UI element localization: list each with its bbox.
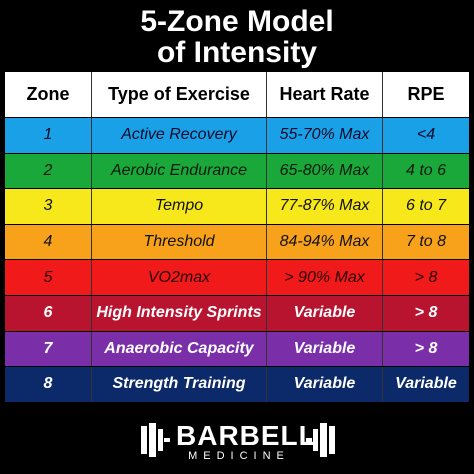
heart-rate-cell: Variable [266,331,382,367]
exercise-cell: Aerobic Endurance [91,153,266,189]
header-rpe: RPE [382,72,469,117]
exercise-cell: Strength Training [91,367,266,402]
table-row: 6 High Intensity Sprints Variable > 8 [5,294,469,331]
exercise-cell: VO2max [91,260,266,295]
exercise-cell: Anaerobic Capacity [91,331,266,367]
barbell-icon-right [306,423,335,457]
title-line-2: of Intensity [156,36,317,69]
table-row: 7 Anaerobic Capacity Variable > 8 [5,330,469,367]
heart-rate-cell: > 90% Max [266,260,382,295]
barbell-icon [141,423,170,457]
zone-cell: 4 [43,233,53,251]
table-row: 3 Tempo 77-87% Max 6 to 7 [5,188,469,224]
heart-rate-cell: 65-80% Max [266,153,382,189]
heart-rate-cell: Variable [266,295,382,331]
heart-rate-cell: 55-70% Max [266,118,382,153]
zone-cell: 6 [43,304,53,322]
zone-table: Zone Type of Exercise Heart Rate RPE 1 Ac… [5,72,469,402]
exercise-cell: High Intensity Sprints [91,295,266,331]
page-title: 5-Zone Model of Intensity [0,6,474,68]
table-body: 1 Active Recovery 55-70% Max <4 2 Aerobic End… [5,117,469,402]
zone-cell: 1 [43,126,53,144]
zone-cell: 2 [43,161,53,179]
zone-cell: 7 [43,339,53,357]
rpe-cell: <4 [382,118,469,153]
rpe-cell: 7 to 8 [382,224,469,260]
title-line-1: 5-Zone Model [140,5,334,38]
rpe-cell: > 8 [382,331,469,367]
header-type-of-exercise: Type of Exercise [91,72,266,117]
rpe-cell: 6 to 7 [382,189,469,224]
brand-name: BARBELL [176,420,317,451]
exercise-cell: Tempo [91,189,266,224]
footer: BARBELL MEDICINE [0,420,474,470]
rpe-cell: > 8 [382,260,469,295]
heart-rate-cell: 84-94% Max [266,224,382,260]
table-row: 8 Strength Training Variable Variable [5,366,469,402]
header-heart-rate: Heart Rate [266,72,382,117]
header-zone: Zone [26,84,70,104]
table-row: 2 Aerobic Endurance 65-80% Max 4 to 6 [5,152,469,189]
zone-cell: 3 [43,197,53,215]
rpe-cell: 4 to 6 [382,153,469,189]
rpe-cell: Variable [382,367,469,402]
heart-rate-cell: 77-87% Max [266,189,382,224]
zone-cell: 5 [43,268,53,286]
rpe-cell: > 8 [382,295,469,331]
exercise-cell: Threshold [91,224,266,260]
exercise-cell: Active Recovery [91,118,266,153]
table-row: 5 VO2max > 90% Max > 8 [5,259,469,295]
table-row: 1 Active Recovery 55-70% Max <4 [5,117,469,153]
table-row: 4 Threshold 84-94% Max 7 to 8 [5,223,469,260]
table-header: Zone Type of Exercise Heart Rate RPE [5,72,469,117]
brand-subtitle: MEDICINE [188,450,290,462]
heart-rate-cell: Variable [266,367,382,402]
zone-cell: 8 [43,375,53,393]
